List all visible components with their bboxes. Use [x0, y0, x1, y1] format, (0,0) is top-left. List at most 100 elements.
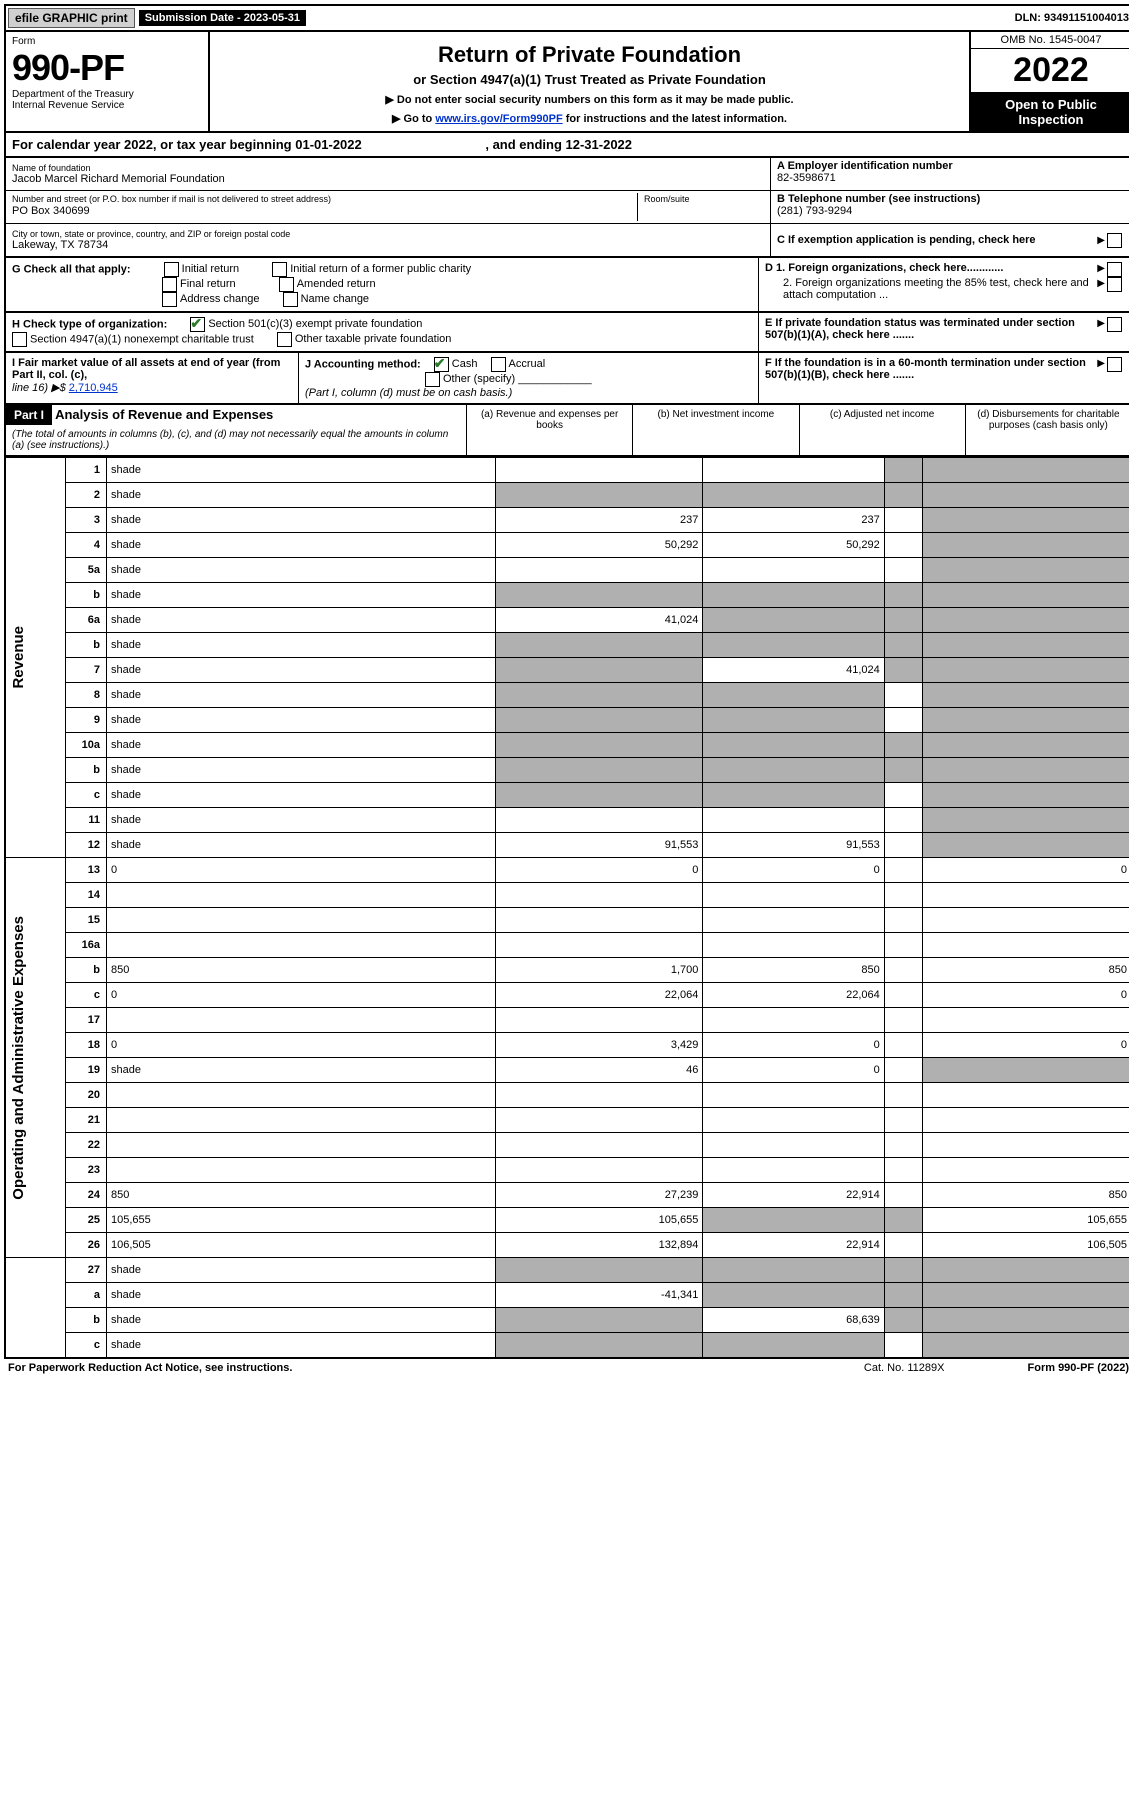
- cb-other-tax[interactable]: [277, 332, 292, 347]
- name-label: Name of foundation: [12, 163, 764, 173]
- dept-1: Department of the Treasury: [12, 89, 202, 100]
- exemption-label: C If exemption application is pending, c…: [777, 234, 1097, 246]
- grid-row: 10ashade: [5, 733, 1129, 758]
- cb-accrual[interactable]: [491, 357, 506, 372]
- g-addr-change: Address change: [180, 293, 260, 305]
- cb-initial[interactable]: [164, 262, 179, 277]
- g-initial-former: Initial return of a former public charit…: [290, 263, 471, 275]
- grid-row: c022,06422,0640: [5, 983, 1129, 1008]
- section-g: G Check all that apply: Initial return I…: [6, 258, 758, 311]
- form-subtitle: or Section 4947(a)(1) Trust Treated as P…: [216, 72, 963, 87]
- grid-row: ashade-41,341: [5, 1283, 1129, 1308]
- d2-label: 2. Foreign organizations meeting the 85%…: [765, 277, 1097, 301]
- address-row: Number and street (or P.O. box number if…: [6, 191, 770, 224]
- info-block: Name of foundation Jacob Marcel Richard …: [4, 158, 1129, 258]
- grid-row: 16a: [5, 933, 1129, 958]
- header-left: Form 990-PF Department of the Treasury I…: [6, 32, 210, 131]
- cb-cash[interactable]: [434, 357, 449, 372]
- cb-d2[interactable]: [1107, 277, 1122, 292]
- form-number: 990-PF: [12, 47, 202, 89]
- f-label: F If the foundation is in a 60-month ter…: [765, 357, 1097, 381]
- e-label: E If private foundation status was termi…: [765, 317, 1097, 341]
- grid-row: cshade: [5, 783, 1129, 808]
- part1-note: (The total of amounts in columns (b), (c…: [6, 425, 466, 455]
- cb-other-method[interactable]: [425, 372, 440, 387]
- grid-row: bshade68,639: [5, 1308, 1129, 1333]
- section-g-d: G Check all that apply: Initial return I…: [4, 258, 1129, 313]
- section-h: H Check type of organization: Section 50…: [6, 313, 758, 351]
- cb-f[interactable]: [1107, 357, 1122, 372]
- cal-end: 12-31-2022: [566, 137, 633, 152]
- cb-amended[interactable]: [279, 277, 294, 292]
- header-right: OMB No. 1545-0047 2022 Open to Public In…: [969, 32, 1129, 131]
- cb-501c3[interactable]: [190, 317, 205, 332]
- section-f: F If the foundation is in a 60-month ter…: [759, 353, 1129, 403]
- phone-label: B Telephone number (see instructions): [777, 193, 980, 205]
- h-opt3: Other taxable private foundation: [295, 333, 452, 345]
- section-j: J Accounting method: Cash Accrual Other …: [299, 353, 759, 403]
- instr-2: ▶ Go to www.irs.gov/Form990PF for instru…: [216, 112, 963, 125]
- col-b-header: (b) Net investment income: [633, 405, 799, 455]
- i-label: I Fair market value of all assets at end…: [12, 357, 280, 381]
- col-c-header: (c) Adjusted net income: [800, 405, 966, 455]
- grid-row: 12shade91,55391,553: [5, 833, 1129, 858]
- city-row: City or town, state or province, country…: [6, 224, 770, 256]
- grid-row: 19shade460: [5, 1058, 1129, 1083]
- instr2-pre: ▶ Go to: [392, 113, 435, 125]
- grid-row: 5ashade: [5, 558, 1129, 583]
- footer-cat: Cat. No. 11289X: [864, 1362, 945, 1374]
- irs-link[interactable]: www.irs.gov/Form990PF: [435, 113, 562, 125]
- part1-title: Analysis of Revenue and Expenses: [55, 407, 273, 422]
- grid-row: 23: [5, 1158, 1129, 1183]
- dln: DLN: 93491151004013: [1015, 12, 1129, 24]
- room-label: Room/suite: [644, 194, 690, 204]
- j-label: J Accounting method:: [305, 358, 421, 370]
- g-amended: Amended return: [297, 278, 376, 290]
- efile-btn[interactable]: efile GRAPHIC print: [8, 8, 135, 28]
- grid-row: bshade: [5, 633, 1129, 658]
- grid-row: 7shade41,024: [5, 658, 1129, 683]
- d1-label: D 1. Foreign organizations, check here..…: [765, 262, 1097, 277]
- grid-row: Revenue1shade: [5, 458, 1129, 483]
- grid-row: cshade: [5, 1333, 1129, 1359]
- top-bar: efile GRAPHIC print Submission Date - 20…: [4, 4, 1129, 32]
- g-initial: Initial return: [182, 263, 239, 275]
- footer-left: For Paperwork Reduction Act Notice, see …: [8, 1362, 292, 1374]
- submission-label: Submission Date -: [145, 12, 244, 24]
- part1-header: Part I Analysis of Revenue and Expenses …: [4, 405, 1129, 457]
- cb-final[interactable]: [162, 277, 177, 292]
- calendar-year-row: For calendar year 2022, or tax year begi…: [4, 133, 1129, 158]
- arrow-icon-d2: [1097, 277, 1107, 301]
- ein-val: 82-3598671: [777, 172, 836, 184]
- cb-4947[interactable]: [12, 332, 27, 347]
- grid-row: bshade: [5, 583, 1129, 608]
- g-final: Final return: [180, 278, 236, 290]
- grid-row: 1803,42900: [5, 1033, 1129, 1058]
- open-inspection: Open to Public Inspection: [971, 93, 1129, 131]
- exemption-cell: C If exemption application is pending, c…: [771, 224, 1129, 256]
- grid-row: 2485027,23922,914850: [5, 1183, 1129, 1208]
- arrow-icon: [1097, 234, 1107, 246]
- h-label: H Check type of organization:: [12, 318, 167, 330]
- grid-row: 27shade: [5, 1258, 1129, 1283]
- j-accrual: Accrual: [509, 358, 546, 370]
- arrow-icon-e: [1097, 317, 1107, 341]
- section-e: E If private foundation status was termi…: [758, 313, 1129, 351]
- cb-name-change[interactable]: [283, 292, 298, 307]
- exemption-checkbox[interactable]: [1107, 233, 1122, 248]
- grid-row: 3shade237237: [5, 508, 1129, 533]
- cal-begin: 01-01-2022: [295, 137, 362, 152]
- cb-initial-former[interactable]: [272, 262, 287, 277]
- address: PO Box 340699: [12, 205, 90, 217]
- grid-row: 21: [5, 1108, 1129, 1133]
- info-left: Name of foundation Jacob Marcel Richard …: [6, 158, 770, 256]
- fmv-link[interactable]: 2,710,945: [69, 382, 118, 394]
- instr-1: ▶ Do not enter social security numbers o…: [216, 93, 963, 106]
- cb-d1[interactable]: [1107, 262, 1122, 277]
- cb-e[interactable]: [1107, 317, 1122, 332]
- dln-label: DLN:: [1015, 12, 1044, 24]
- cb-addr-change[interactable]: [162, 292, 177, 307]
- grid-row: 9shade: [5, 708, 1129, 733]
- grid-row: 17: [5, 1008, 1129, 1033]
- grid-row: 25105,655105,655105,655: [5, 1208, 1129, 1233]
